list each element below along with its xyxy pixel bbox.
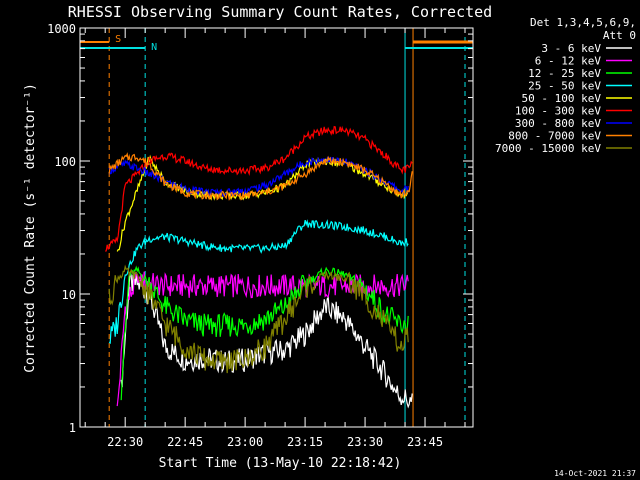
legend-header: Att 0: [603, 29, 636, 42]
y-tick-label: 1000: [47, 22, 76, 36]
y-tick-label: 100: [54, 155, 76, 169]
series-line: [120, 265, 409, 401]
y-tick-label: 1: [69, 421, 76, 435]
y-axis-label: Corrected Count Rate (s⁻¹ detector⁻¹): [23, 83, 38, 373]
series-line: [116, 154, 409, 252]
legend-entry-label: 12 - 25 keV: [528, 67, 601, 80]
legend-entry-label: 800 - 7000 keV: [508, 130, 601, 143]
legend-entry-label: 3 - 6 keV: [541, 42, 601, 55]
footer-date: 14-Oct-2021 21:37: [554, 469, 636, 478]
legend-entry-label: 100 - 300 keV: [515, 105, 601, 118]
x-axis-label: Start Time (13-May-10 22:18:42): [159, 456, 402, 471]
markers: SN: [80, 28, 473, 427]
y-axis: 1 10 100 1000: [47, 22, 473, 435]
x-tick-label: 22:45: [167, 435, 203, 449]
series-line: [108, 264, 409, 374]
series-line: [108, 219, 409, 345]
series-lines: [105, 125, 413, 409]
series-line: [105, 125, 413, 252]
legend-entry-label: 25 - 50 keV: [528, 80, 601, 93]
x-tick-label: 23:45: [407, 435, 443, 449]
chart-title: RHESSI Observing Summary Count Rates, Co…: [68, 3, 492, 21]
legend-entry-label: 7000 - 15000 keV: [495, 142, 601, 155]
plot-frame: [79, 27, 474, 428]
x-axis: 22:30 22:45 23:00 23:15 23:30 23:45: [84, 28, 466, 449]
x-tick-label: 22:30: [107, 435, 143, 449]
marker-label: N: [151, 42, 157, 53]
marker-label: S: [115, 34, 121, 45]
legend-entry-label: 50 - 100 keV: [522, 92, 602, 105]
legend-header: Det 1,3,4,5,6,9,: [530, 16, 636, 29]
x-tick-label: 23:00: [227, 435, 263, 449]
x-tick-label: 23:30: [347, 435, 383, 449]
series-line: [108, 152, 413, 201]
legend-entry-label: 300 - 800 keV: [515, 117, 601, 130]
legend-entry-label: 6 - 12 keV: [535, 55, 602, 68]
x-tick-label: 23:15: [287, 435, 323, 449]
y-tick-label: 10: [62, 288, 76, 302]
